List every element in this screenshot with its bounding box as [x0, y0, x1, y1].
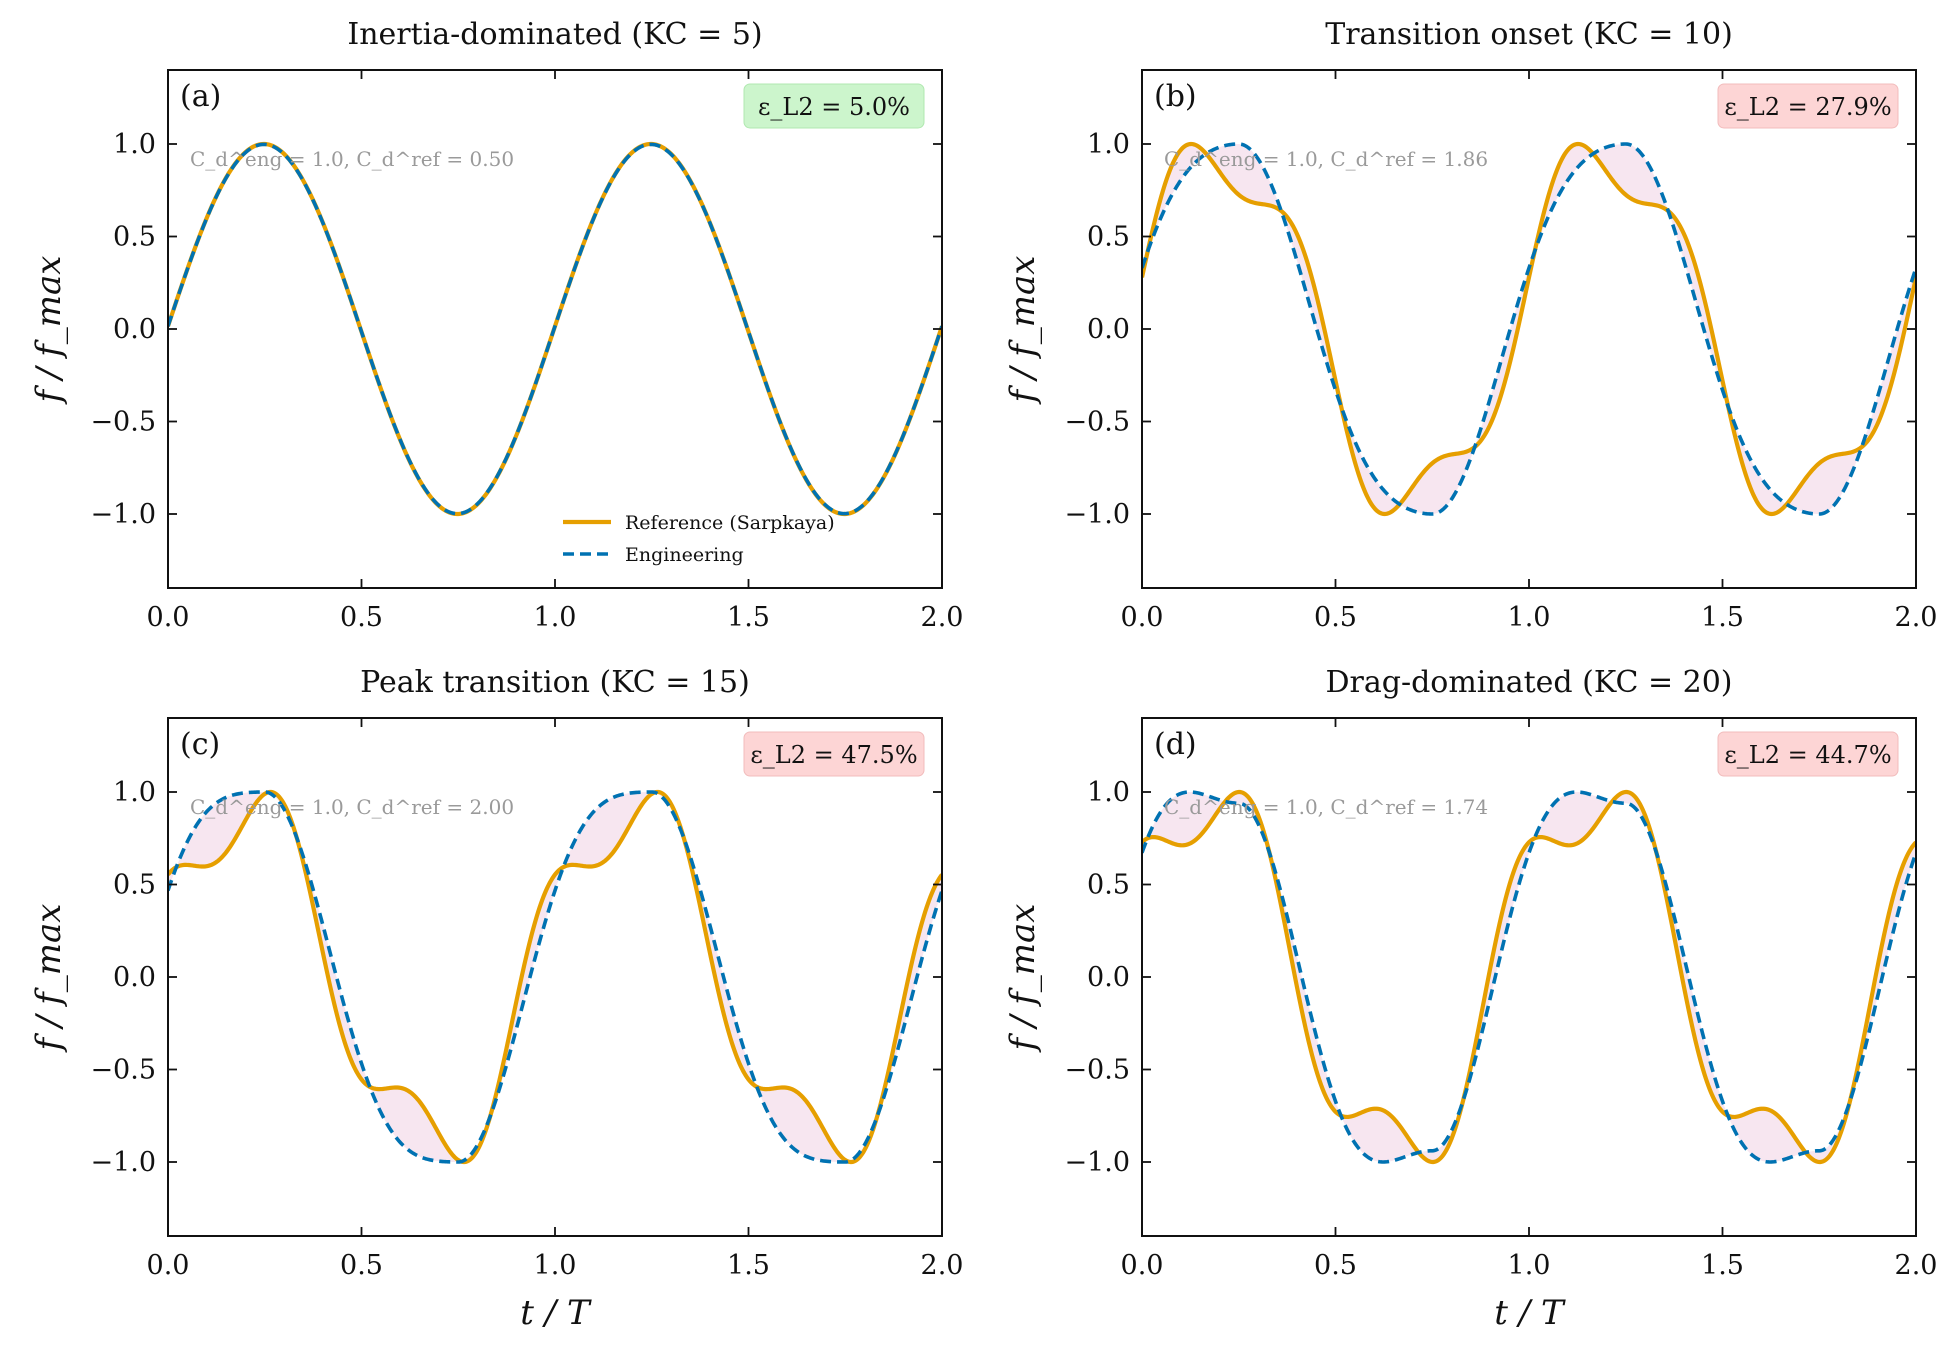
panel-title: Inertia-dominated (KC = 5) — [347, 17, 762, 52]
x-tick-label: 1.0 — [1508, 1250, 1551, 1281]
x-tick-label: 0.0 — [147, 1250, 190, 1281]
panel-b: 0.0 0.5 1.0 1.5 2.0 1.0 0.5 0.0 −0.5 −1.0 Transiti… — [1003, 17, 1937, 633]
y-tick-label: 0.0 — [113, 314, 156, 345]
y-tick-label: 1.0 — [113, 777, 156, 808]
panel-title: Transition onset (KC = 10) — [1325, 17, 1733, 52]
reference-series-line — [1142, 789, 1916, 1165]
y-tick-label: 1.0 — [1087, 777, 1130, 808]
x-tick-label: 0.5 — [340, 1250, 383, 1281]
x-tick-label: 1.5 — [727, 602, 770, 633]
error-badge — [743, 731, 925, 777]
x-tick-label: 0.5 — [1314, 1250, 1357, 1281]
x-tick-label: 2.0 — [921, 1250, 964, 1281]
coefficient-note: C_d^eng = 1.0, C_d^ref = 1.74 — [1164, 795, 1488, 819]
y-tick-label: 0.5 — [113, 222, 156, 253]
legend-engineering-label: Engineering — [625, 544, 744, 566]
x-tick-label: 2.0 — [1895, 602, 1938, 633]
engineering-series-line — [1142, 790, 1916, 1164]
difference-fill — [168, 792, 942, 1162]
y-tick-label: 0.0 — [113, 962, 156, 993]
x-tick-label: 1.5 — [1701, 602, 1744, 633]
error-value: ε_L2 = 27.9% — [1724, 93, 1891, 121]
x-tick-label: 1.0 — [1508, 602, 1551, 633]
y-tick-label: −0.5 — [1064, 407, 1130, 438]
panel-d: 0.0 0.5 1.0 1.5 2.0 1.0 0.5 0.0 −0.5 −1.0 Drag-dom… — [1003, 665, 1937, 1333]
panel-title: Peak transition (KC = 15) — [360, 665, 750, 700]
y-tick-label: −0.5 — [90, 1055, 156, 1086]
x-tick-label: 2.0 — [1895, 1250, 1938, 1281]
y-tick-label: 1.0 — [113, 129, 156, 160]
reference-series-line — [168, 789, 942, 1165]
error-value: ε_L2 = 5.0% — [758, 93, 910, 121]
error-value: ε_L2 = 47.5% — [750, 741, 917, 769]
x-tick-label: 1.5 — [1701, 1250, 1744, 1281]
y-axis-label: f / f_max — [1003, 904, 1043, 1054]
y-tick-label: −0.5 — [90, 407, 156, 438]
engineering-series-line — [168, 790, 942, 1164]
x-tick-label: 1.5 — [727, 1250, 770, 1281]
panel-letter: (a) — [180, 79, 221, 114]
y-tick-label: 0.5 — [1087, 870, 1130, 901]
y-tick-label: 0.5 — [113, 870, 156, 901]
error-value: ε_L2 = 44.7% — [1724, 741, 1891, 769]
x-tick-label: 0.0 — [1121, 1250, 1164, 1281]
difference-fill — [1142, 144, 1916, 514]
engineering-series-line — [1142, 142, 1916, 516]
coefficient-note: C_d^eng = 1.0, C_d^ref = 0.50 — [190, 147, 514, 171]
y-tick-label: 1.0 — [1087, 129, 1130, 160]
y-tick-label: −0.5 — [1064, 1055, 1130, 1086]
error-badge — [1717, 83, 1899, 129]
y-tick-label: 0.0 — [1087, 314, 1130, 345]
coefficient-note: C_d^eng = 1.0, C_d^ref = 2.00 — [190, 795, 514, 819]
x-tick-label: 2.0 — [921, 602, 964, 633]
legend-reference-label: Reference (Sarpkaya) — [625, 512, 835, 534]
y-tick-label: −1.0 — [90, 499, 156, 530]
panel-a: 0.0 0.5 1.0 1.5 2.0 1.0 0.5 0.0 −0.5 −1.0 Inertia-… — [29, 17, 963, 633]
engineering-series-line — [168, 142, 942, 516]
error-badge — [743, 83, 925, 129]
x-tick-label: 0.5 — [340, 602, 383, 633]
y-axis-label: f / f_max — [29, 904, 69, 1054]
error-badge — [1717, 731, 1899, 777]
panel-letter: (b) — [1154, 79, 1197, 114]
y-tick-label: 0.5 — [1087, 222, 1130, 253]
panel-title: Drag-dominated (KC = 20) — [1325, 665, 1732, 700]
x-tick-label: 0.5 — [1314, 602, 1357, 633]
y-tick-label: −1.0 — [1064, 499, 1130, 530]
y-tick-label: −1.0 — [1064, 1147, 1130, 1178]
panel-c: 0.0 0.5 1.0 1.5 2.0 1.0 0.5 0.0 −0.5 −1.0 Peak tra… — [29, 665, 963, 1333]
panel-letter: (d) — [1154, 727, 1197, 762]
x-tick-label: 1.0 — [534, 602, 577, 633]
x-axis-label: t / T — [520, 1293, 592, 1333]
x-tick-label: 0.0 — [147, 602, 190, 633]
y-tick-label: 0.0 — [1087, 962, 1130, 993]
y-axis-label: f / f_max — [1003, 256, 1043, 406]
x-tick-label: 1.0 — [534, 1250, 577, 1281]
reference-series-line — [1142, 141, 1916, 517]
y-tick-label: −1.0 — [90, 1147, 156, 1178]
x-tick-label: 0.0 — [1121, 602, 1164, 633]
y-axis-label: f / f_max — [29, 256, 69, 406]
x-axis-label: t / T — [1494, 1293, 1566, 1333]
panel-letter: (c) — [180, 727, 220, 762]
coefficient-note: C_d^eng = 1.0, C_d^ref = 1.86 — [1164, 147, 1488, 171]
